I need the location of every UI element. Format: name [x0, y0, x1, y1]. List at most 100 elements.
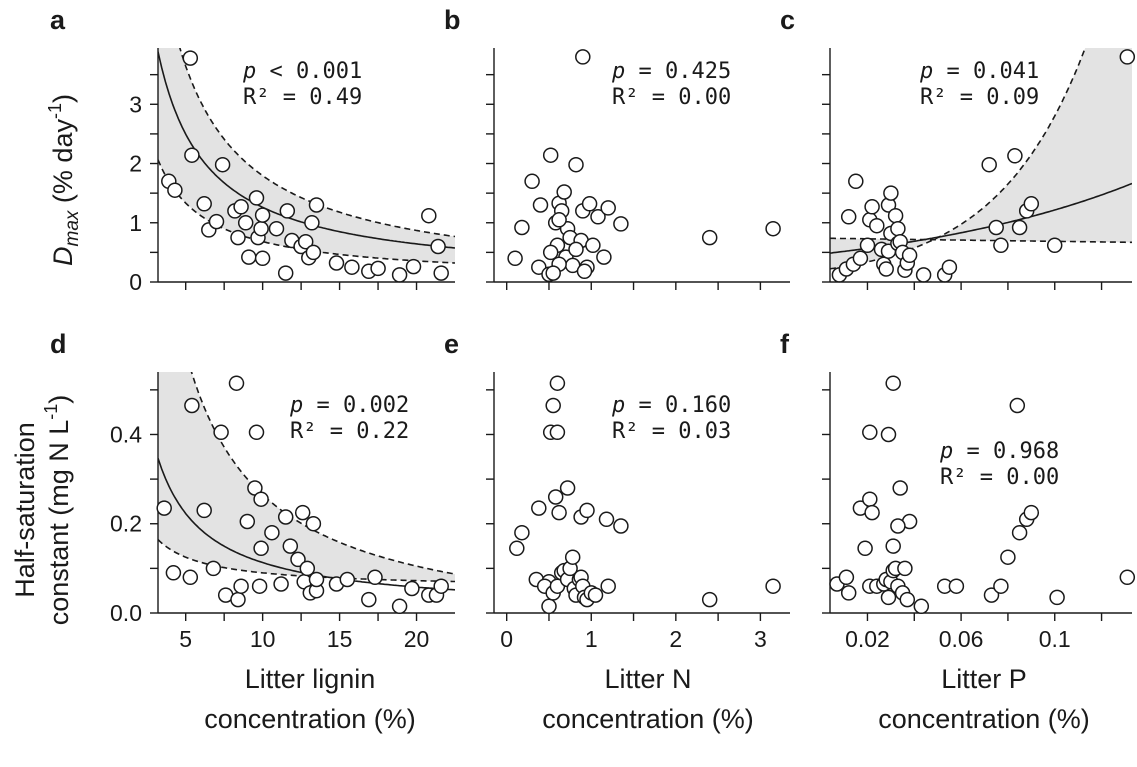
r-squared-d: R² = 0.22: [290, 419, 409, 444]
panel-letter-b: b: [444, 5, 461, 35]
data-point-e: [559, 480, 576, 496]
data-point-f: [885, 538, 901, 554]
data-point-e: [541, 598, 557, 615]
data-point-b: [545, 265, 561, 281]
data-point-e: [600, 578, 616, 594]
data-point-a: [279, 203, 296, 219]
data-point-a: [167, 182, 183, 198]
data-point-c: [852, 250, 869, 267]
data-point-c: [993, 237, 1009, 254]
data-point-a: [297, 233, 314, 250]
y-axis-label-half-saturation-line2: constant (mg N L-1): [41, 395, 74, 626]
p-value-d: p = 0.002: [289, 393, 409, 418]
data-point-a: [237, 215, 254, 231]
data-point-a: [370, 260, 386, 277]
data-point-b: [765, 220, 781, 237]
data-point-d: [253, 491, 269, 507]
data-point-c: [1119, 49, 1136, 65]
data-point-f: [892, 480, 908, 496]
data-point-d: [205, 560, 222, 577]
data-point-e: [549, 424, 566, 441]
ci-upper-line-a: [179, 48, 455, 238]
data-point-e: [514, 524, 530, 541]
x-axis-label-n-line1: Litter N: [604, 664, 691, 694]
data-point-d: [290, 551, 306, 568]
data-point-b: [551, 212, 567, 228]
data-point-d: [233, 578, 249, 594]
x-tick-label-e: 0: [500, 626, 513, 652]
y-tick-label-a: 1: [129, 210, 142, 236]
data-point-d: [294, 504, 311, 521]
data-point-f: [1049, 589, 1065, 606]
data-point-f: [948, 578, 965, 594]
data-point-f: [1011, 524, 1028, 541]
data-point-f: [862, 491, 878, 507]
confidence-band-d: [158, 372, 455, 582]
ci-lower-line-c: [830, 237, 1132, 244]
panel-letter-f: f: [780, 329, 790, 359]
x-tick-label-e: 2: [669, 626, 682, 652]
data-point-b: [507, 250, 523, 267]
data-point-c: [878, 261, 894, 277]
x-axis-label-p-line1: Litter P: [941, 664, 1027, 694]
data-point-b: [585, 237, 601, 254]
data-point-a: [304, 215, 320, 231]
data-point-c: [869, 217, 885, 234]
r-squared-f: R² = 0.00: [940, 465, 1059, 490]
panel-letter-d: d: [50, 329, 67, 359]
data-point-d: [165, 565, 182, 581]
p-value-e: p = 0.160: [611, 393, 731, 418]
r-squared-e: R² = 0.03: [612, 419, 731, 444]
data-point-a: [184, 147, 200, 163]
r-squared-c: R² = 0.09: [920, 85, 1039, 110]
y-axis-label-dmax: Dmax (% day-1): [45, 94, 83, 266]
data-point-d: [251, 578, 268, 594]
data-point-d: [228, 375, 245, 391]
panel-letter-a: a: [50, 5, 66, 35]
data-point-c: [887, 207, 904, 224]
x-tick-label-d: 5: [179, 626, 192, 652]
confidence-band-c: [830, 48, 1132, 269]
data-point-d: [299, 560, 316, 577]
x-tick-label-d: 15: [327, 626, 353, 652]
data-point-a: [268, 220, 285, 237]
data-point-f: [1000, 549, 1016, 565]
data-point-a: [214, 156, 231, 173]
data-point-d: [264, 524, 280, 541]
p-value-b: p = 0.425: [611, 59, 731, 84]
data-point-f: [885, 375, 901, 391]
data-point-d: [213, 424, 229, 441]
data-point-c: [890, 220, 906, 237]
data-point-b: [568, 156, 584, 173]
data-point-f: [862, 424, 878, 441]
y-tick-label-d: 0.2: [110, 511, 142, 537]
data-point-d: [367, 569, 383, 586]
data-point-f: [1023, 504, 1040, 521]
data-point-a: [230, 229, 246, 246]
data-point-a: [421, 207, 437, 224]
data-point-b: [576, 263, 593, 280]
data-point-d: [361, 591, 377, 608]
data-point-d: [230, 591, 246, 608]
data-point-f: [857, 540, 873, 557]
x-tick-label-e: 1: [585, 626, 598, 652]
data-point-a: [196, 196, 212, 212]
data-point-c: [981, 156, 997, 173]
data-point-a: [208, 213, 225, 230]
x-tick-label-d: 10: [250, 626, 276, 652]
data-point-a: [241, 249, 257, 265]
data-point-f: [897, 560, 913, 577]
panel-letter-e: e: [444, 329, 459, 359]
data-point-e: [613, 518, 629, 534]
data-point-d: [433, 578, 449, 594]
data-point-a: [305, 244, 322, 261]
x-axis-label-lignin-line2: concentration (%): [204, 704, 416, 734]
data-point-a: [248, 190, 265, 206]
data-point-e: [701, 591, 718, 608]
